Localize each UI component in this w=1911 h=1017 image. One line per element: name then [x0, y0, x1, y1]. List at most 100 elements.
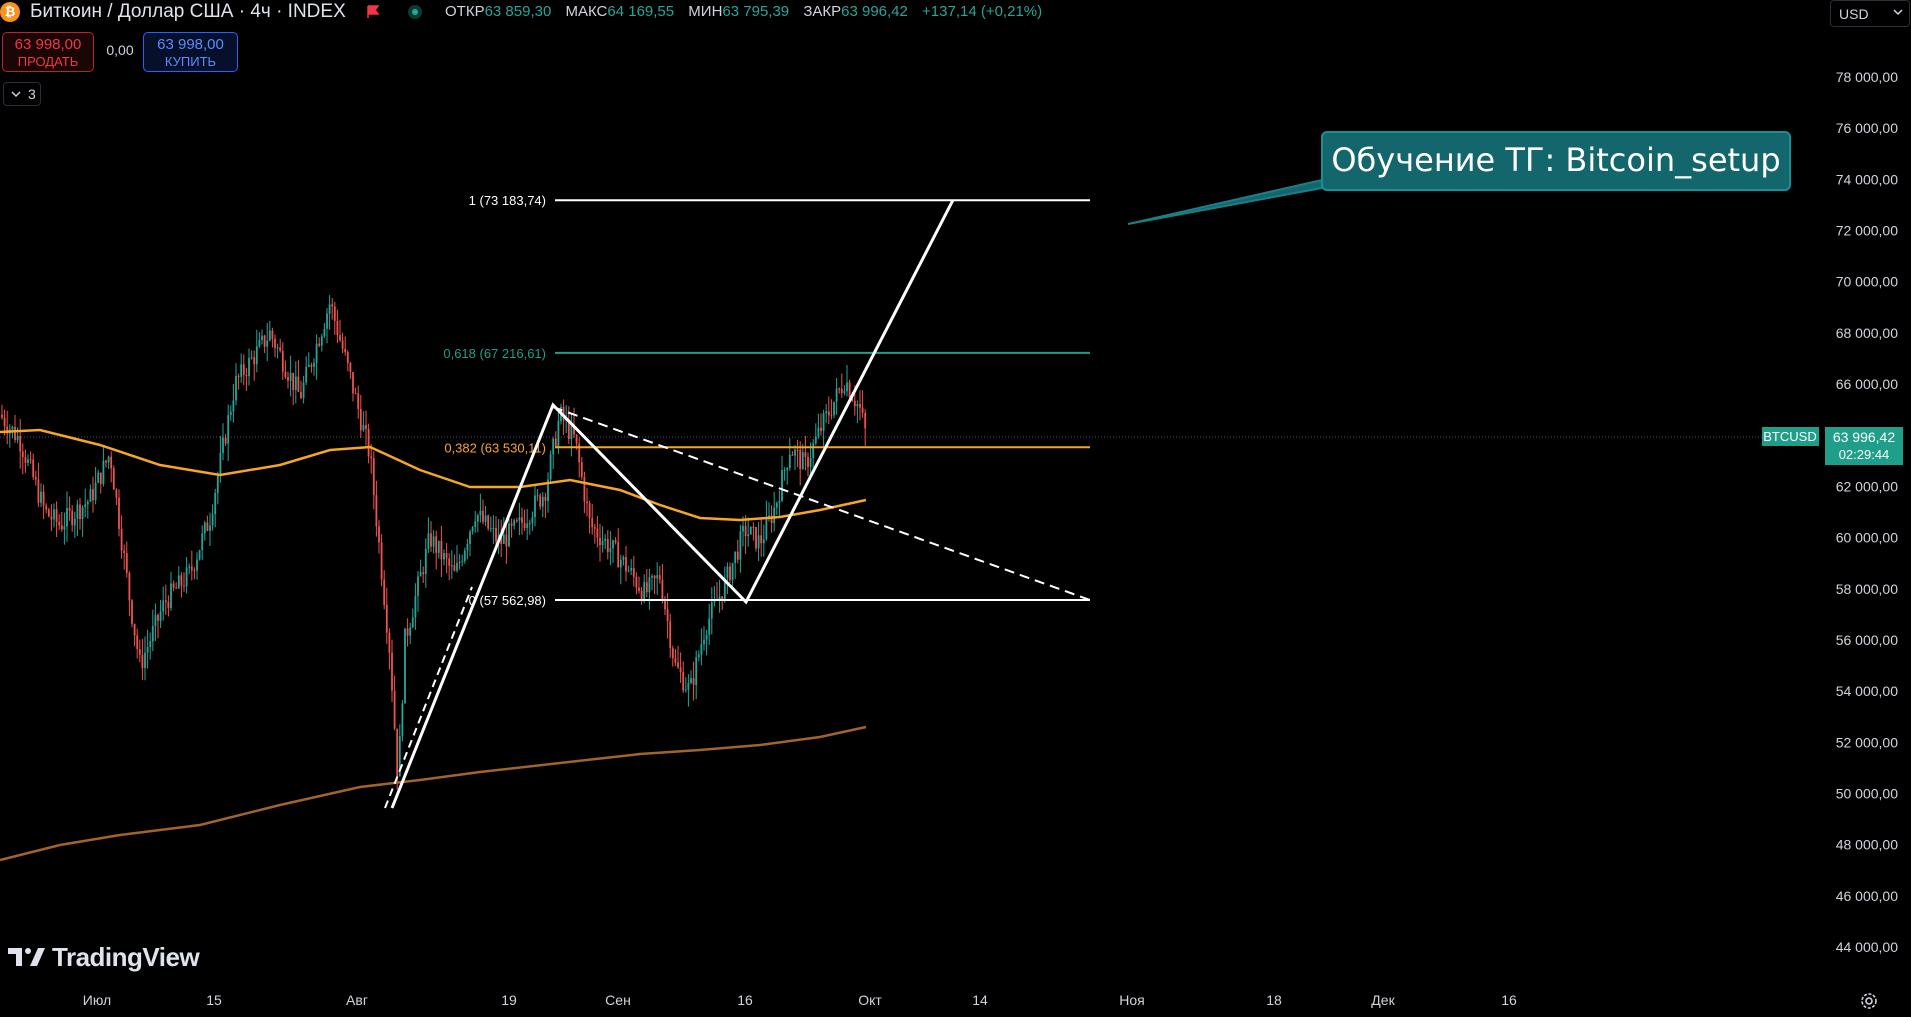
sell-button[interactable]: 63 998,00 ПРОДАТЬ	[2, 32, 94, 72]
candle-body	[770, 515, 773, 524]
time-tick-label: Окт	[858, 992, 882, 1008]
candle-body	[851, 397, 854, 401]
candle-body	[822, 413, 825, 431]
gear-icon[interactable]	[1858, 990, 1880, 1012]
candle-body	[531, 517, 534, 524]
candle-body	[198, 550, 201, 560]
fib-extension[interactable]: 1 (73 183,74) 0,618 (67 216,61) 0,382 (63 …	[443, 193, 1090, 608]
candle-body	[573, 424, 575, 435]
candle-body	[591, 518, 594, 528]
candle-body	[149, 641, 152, 648]
currency-select[interactable]: USD	[1830, 0, 1910, 27]
candle-body	[736, 551, 739, 560]
callout-text: Обучение ТГ: Bitcoin_setup	[1331, 141, 1780, 179]
candle-body	[458, 561, 461, 563]
candle-body	[32, 459, 35, 478]
candle-body	[245, 374, 248, 377]
candle-body	[136, 635, 139, 650]
candle-body	[846, 382, 848, 392]
candle-body	[6, 426, 9, 434]
candle-body	[289, 372, 292, 381]
candle-body	[110, 456, 113, 469]
candle-body	[786, 468, 789, 471]
candle-body	[726, 566, 729, 578]
candle-body	[814, 436, 817, 444]
tradingview-wordmark: TradingView	[52, 941, 200, 972]
candle-body	[635, 576, 638, 588]
candle-body	[801, 452, 804, 470]
tradingview-logo-icon	[8, 948, 45, 966]
candle-body	[409, 627, 412, 636]
candle-body	[638, 587, 640, 591]
candle-body	[664, 599, 666, 610]
flag-icon[interactable]	[366, 5, 380, 19]
candle-body	[71, 510, 74, 526]
callout-box[interactable]	[1321, 131, 1791, 191]
price-tick-label: 68 000,00	[1836, 325, 1898, 341]
candle-body	[658, 575, 661, 580]
candle-body	[679, 667, 682, 673]
candle-body	[731, 562, 734, 581]
candle-body	[843, 391, 846, 393]
candle-body	[502, 534, 505, 545]
candle-body	[500, 535, 503, 545]
candle-body	[760, 535, 763, 544]
time-axis[interactable]: Июл 15 Авг 19 Сен 16 Окт 14 Ноя 18 Дек 16	[83, 992, 1517, 1008]
candle-body	[378, 526, 380, 543]
candle-body	[697, 654, 700, 658]
tradingview-logo[interactable]: TradingView	[8, 941, 200, 972]
candle-body	[372, 458, 375, 496]
candle-body	[552, 438, 555, 455]
candle-body	[346, 352, 349, 363]
candle-body	[34, 477, 37, 480]
fib-level-label: 1 (73 183,74)	[469, 193, 546, 208]
dashed-trend-line[interactable]	[384, 586, 473, 809]
sell-price: 63 998,00	[14, 36, 82, 53]
candle-body	[232, 400, 235, 412]
candle-body	[216, 475, 219, 494]
price-tick-label: 66 000,00	[1836, 376, 1898, 392]
candle-body	[604, 538, 607, 541]
candle-body	[526, 523, 529, 528]
drawings[interactable]	[384, 199, 1091, 809]
candle-body	[42, 491, 45, 506]
candle-body	[859, 403, 861, 408]
candle-body	[544, 496, 547, 501]
fib-level-label: 0 (57 562,98)	[469, 593, 546, 608]
candle-body	[11, 427, 14, 430]
candle-body	[448, 558, 451, 566]
candle-body	[287, 377, 289, 381]
callout[interactable]: Обучение ТГ: Bitcoin_setup	[1127, 131, 1791, 225]
candle-body	[196, 559, 198, 571]
buy-button[interactable]: 63 998,00 КУПИТЬ	[143, 32, 238, 72]
candle-body	[856, 403, 859, 407]
market-status-icon[interactable]	[408, 5, 422, 19]
candle-body	[388, 632, 391, 653]
time-tick-label: Авг	[346, 992, 368, 1008]
time-tick-label: 14	[972, 992, 988, 1008]
symbol-title[interactable]: Биткоин / Доллар США · 4ч · INDEX	[30, 1, 346, 22]
candle-body	[643, 582, 646, 600]
candle-body	[710, 602, 713, 619]
indicators-collapse-button[interactable]: 3	[3, 82, 41, 106]
candle-body	[739, 531, 742, 560]
candle-body	[606, 538, 609, 553]
candle-body	[138, 649, 141, 655]
price-tick-label: 48 000,00	[1836, 837, 1898, 853]
spread-value: 0,00	[106, 42, 134, 58]
time-tick-label: 16	[1501, 992, 1517, 1008]
candle-body	[583, 477, 586, 502]
candle-body	[47, 509, 50, 517]
candle-body	[437, 540, 440, 553]
candle-body	[398, 735, 401, 777]
price-axis[interactable]: 78 000,00 76 000,00 74 000,00 72 000,00 70 0…	[1836, 69, 1898, 955]
candle-body	[648, 577, 651, 593]
candle-body	[180, 575, 183, 586]
candle-body	[783, 470, 786, 472]
price-tick-label: 74 000,00	[1836, 171, 1898, 187]
candle-body	[385, 605, 388, 633]
candle-body	[653, 575, 656, 579]
candle-body	[778, 500, 781, 503]
trend-pattern-line[interactable]	[390, 199, 955, 809]
